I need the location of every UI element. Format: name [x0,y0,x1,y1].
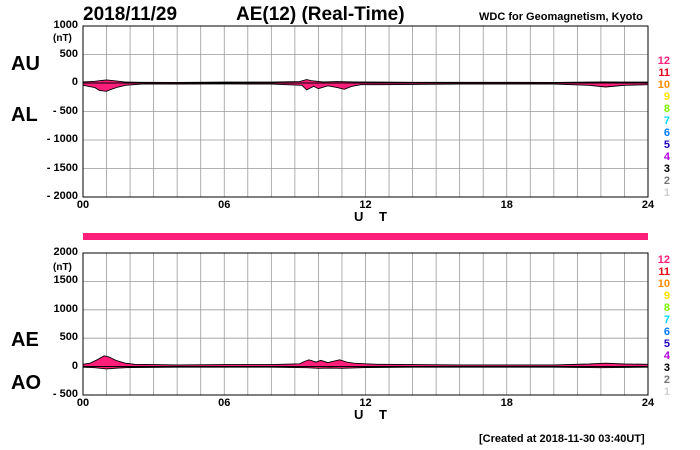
au-al-ytick-label: - 500 [52,104,78,117]
al-label: AL [11,104,38,126]
au-al-legend-station-6: 6 [663,127,670,139]
ae-ao-ytick-label: 2000 [53,246,78,258]
au-al-upper-area [82,79,649,84]
top-unit-label: (nT) [53,33,72,44]
au-al-legend-station-5: 5 [663,139,670,151]
ae-ao-legend-station-2: 2 [663,374,670,386]
au-al-ytick-label: 500 [59,47,78,60]
ae-ao-legend-station-4: 4 [663,350,670,362]
au-al-ytick-label: - 1500 [46,161,78,174]
ae-ao-upper-area [82,355,649,368]
ae-ao-legend-station-10: 10 [657,278,670,290]
bottom-unit-label: (nT) [53,262,72,273]
panel-separator-bar [83,233,648,240]
created-timestamp: [Created at 2018-11-30 03:40UT] [479,433,645,445]
ae-ao-legend-station-9: 9 [663,290,670,302]
au-al-xtick-label: 06 [218,199,231,211]
au-al-xtick-label: 00 [76,199,90,211]
chart-title: AE(12) (Real-Time) [236,4,405,25]
bottom-xaxis-title: U T [354,407,393,422]
au-al-ytick-label: 1000 [53,19,78,31]
au-al-xtick-label: 24 [641,199,655,211]
au-al-legend-station-8: 8 [663,103,670,115]
ae-ao-xtick-label: 00 [76,397,90,409]
au-al-legend-station-7: 7 [663,115,670,127]
ae-ao-xtick-label: 18 [500,397,513,409]
ae-ao-xtick-label: 24 [641,397,655,409]
au-al-ytick-label: 0 [71,76,78,88]
top-xaxis-title: U T [354,209,393,224]
ae-ao-legend-station-11: 11 [658,266,670,278]
au-al-lower-area [82,82,649,92]
au-al-legend-station-11: 11 [658,67,670,79]
au-al-xtick-label: 18 [500,199,513,211]
au-al-ytick-label: - 2000 [46,190,78,202]
ae-ao-ytick-label: 1500 [53,274,78,287]
au-al-legend-station-10: 10 [657,79,670,91]
au-label: AU [11,53,40,75]
ae-ao-ytick-label: 1000 [53,302,78,315]
au-al-plot-frame [82,25,649,198]
au-al-legend-station-9: 9 [663,91,670,103]
au-al-xtick-label: 12 [359,199,372,211]
ae-ao-xtick-label: 06 [218,397,231,409]
ae-ao-ytick-label: - 500 [52,388,78,400]
ae-ao-legend-station-6: 6 [663,326,670,338]
ae-ao-legend-station-7: 7 [663,314,670,326]
au-al-legend-station-3: 3 [663,163,670,175]
ae-ao-legend-station-5: 5 [663,338,670,350]
au-al-legend-station-2: 2 [663,175,670,187]
ae-ao-legend-station-3: 3 [663,362,670,374]
ae-ao-lower-area [82,366,649,370]
ae-ao-legend-station-12: 12 [657,254,670,266]
ae-ao-ytick-label: 0 [71,359,78,372]
ao-label: AO [11,372,41,394]
ae-ao-legend-station-8: 8 [663,302,670,314]
ae-ao-ytick-label: 500 [59,331,78,344]
au-al-ytick-label: - 1000 [46,133,78,145]
ae-ao-plot-frame [82,252,649,396]
chart-date: 2018/11/29 [83,4,178,25]
ae-label: AE [11,329,39,351]
ae-ao-xtick-label: 12 [359,397,372,409]
au-al-legend-station-1: 1 [663,187,670,199]
au-al-legend-station-12: 12 [657,55,670,67]
au-al-legend-station-4: 4 [663,151,670,163]
data-source-label: WDC for Geomagnetism, Kyoto [479,11,643,23]
ae-ao-legend-station-1: 1 [663,386,670,398]
